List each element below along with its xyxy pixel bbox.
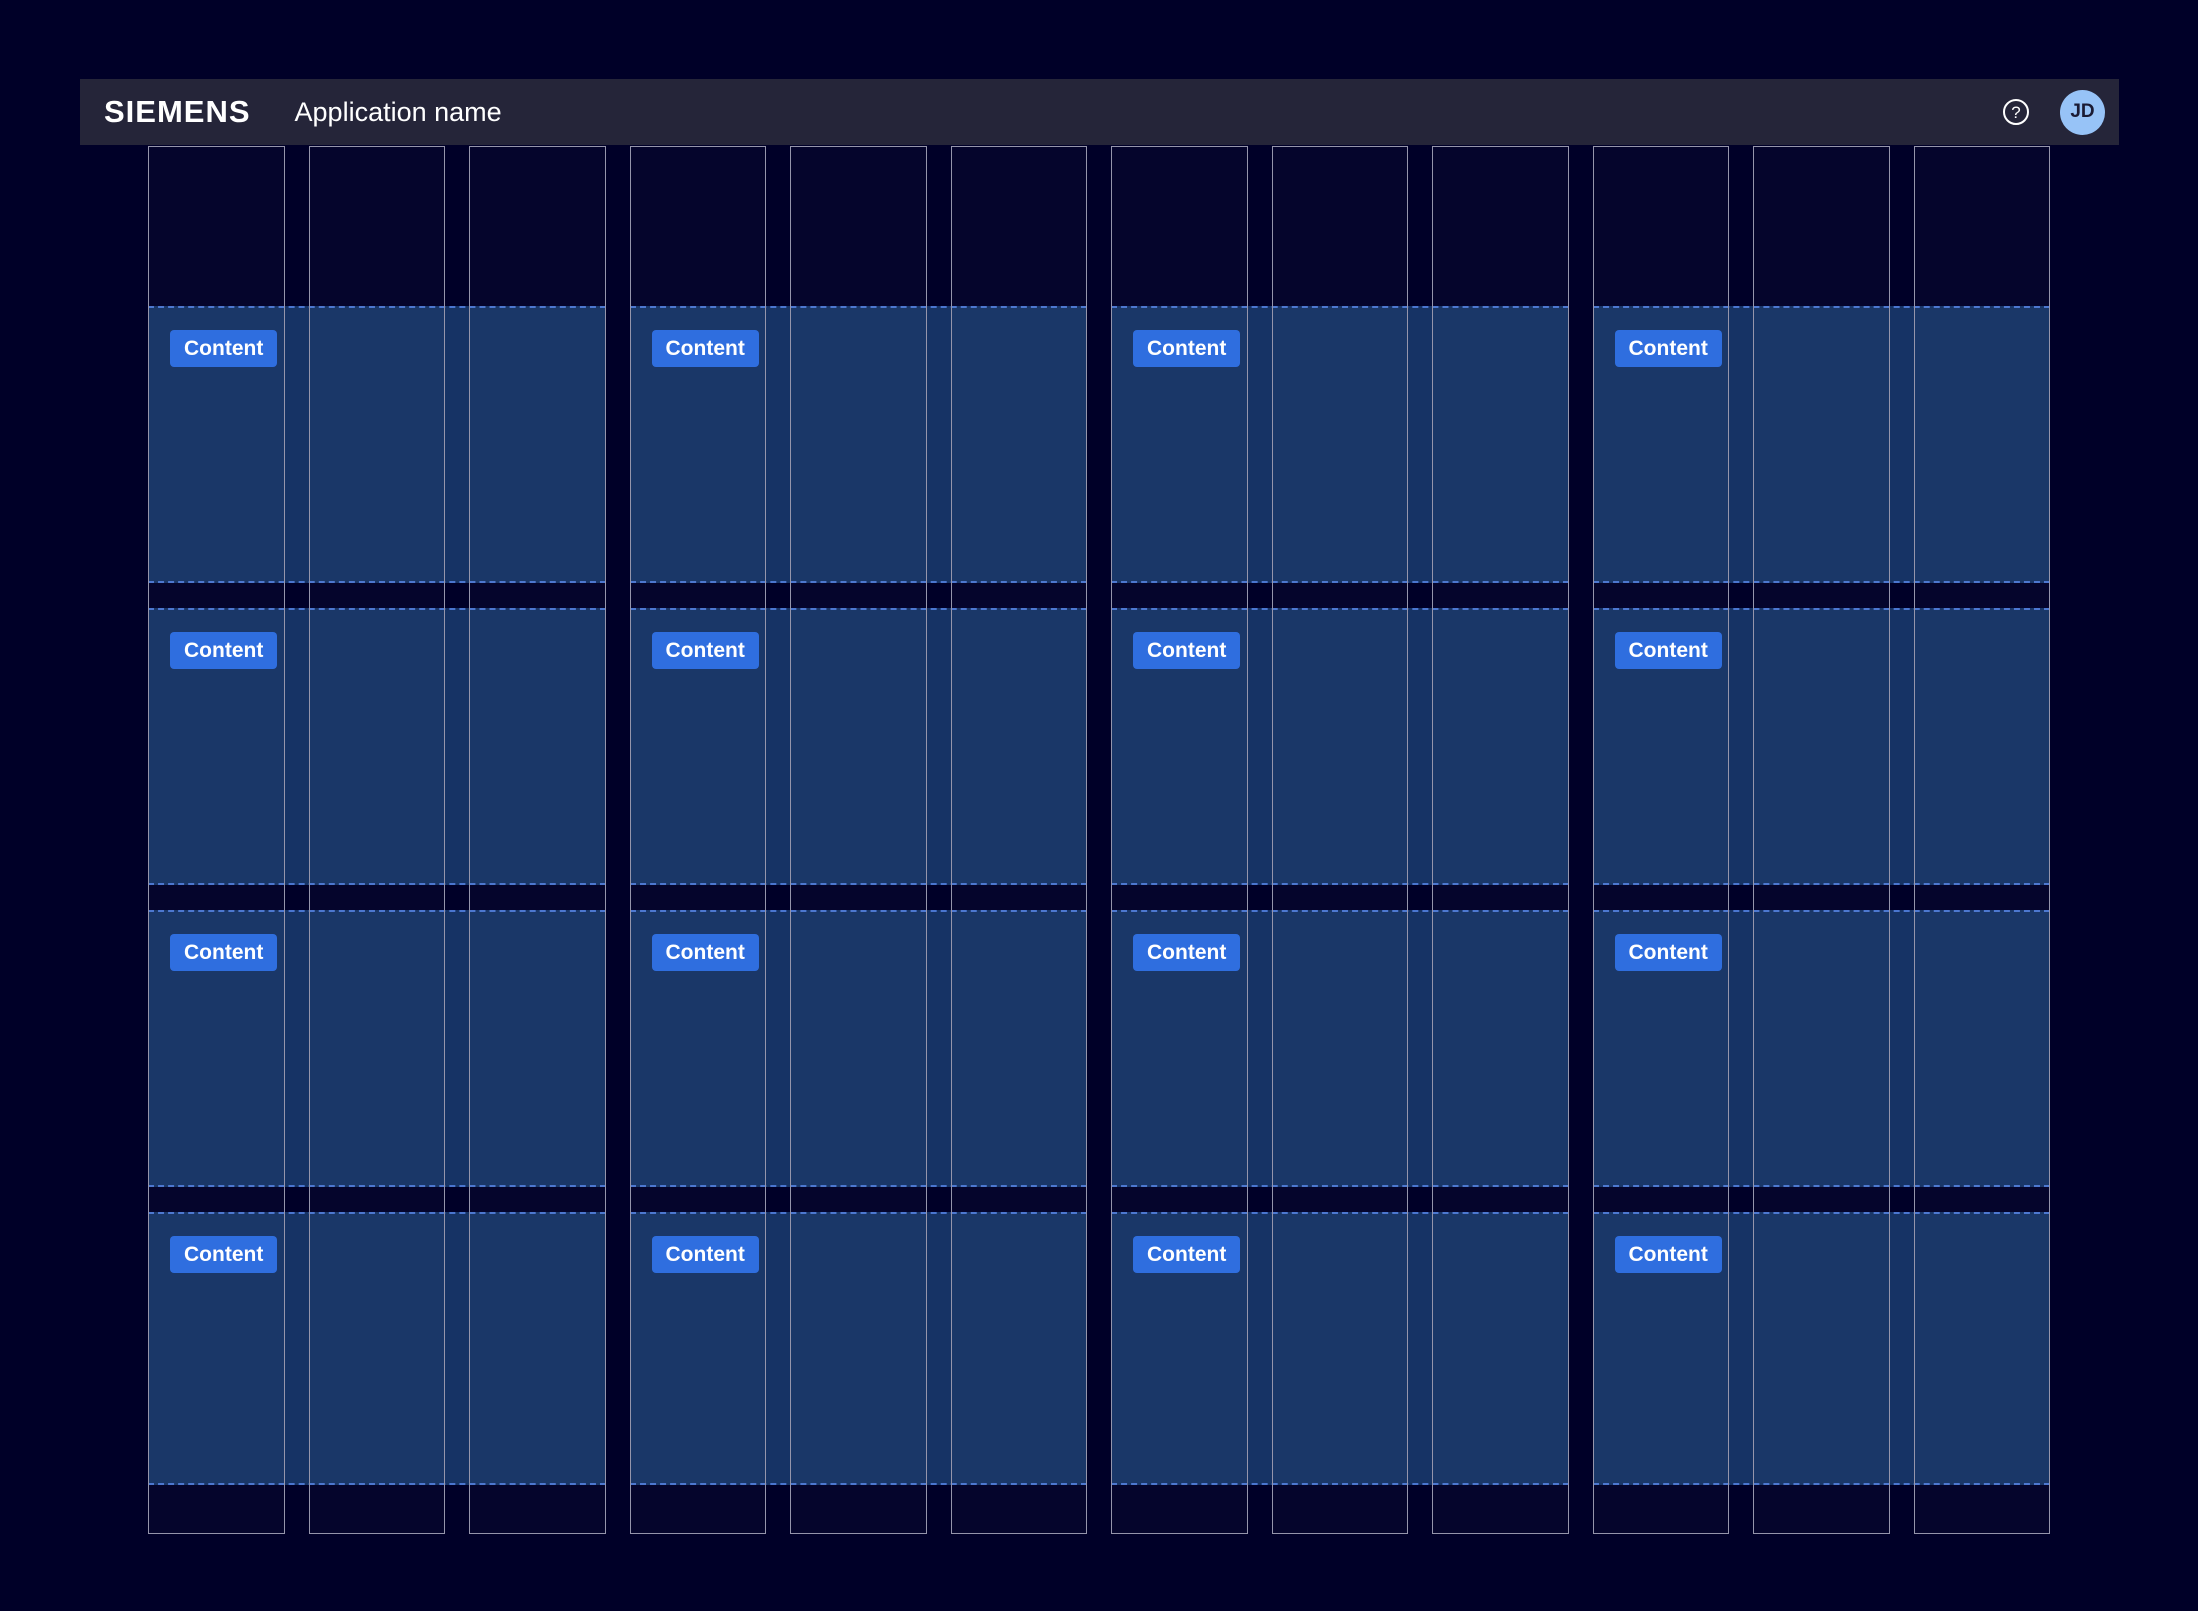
content-block: Content xyxy=(629,608,1087,885)
content-chip[interactable]: Content xyxy=(651,330,759,368)
content-block: Content xyxy=(1592,910,2050,1187)
content-block: Content xyxy=(148,1212,606,1485)
grid-column xyxy=(1432,146,1569,1534)
content-block: Content xyxy=(629,1212,1087,1485)
grid-column xyxy=(148,146,285,1534)
application-name: Application name xyxy=(294,96,502,127)
app-header: SIEMENS Application name ? JD xyxy=(80,79,2119,145)
grid-column xyxy=(1271,146,1408,1534)
content-block: Content xyxy=(1592,608,2050,885)
grid-column xyxy=(1111,146,1248,1534)
grid-column xyxy=(790,146,927,1534)
user-avatar[interactable]: JD xyxy=(2060,89,2105,135)
content-chip[interactable]: Content xyxy=(170,1236,278,1274)
grid-column xyxy=(1592,146,1729,1534)
content-block: Content xyxy=(1111,306,1569,583)
avatar-initials: JD xyxy=(2070,101,2095,122)
content-block: Content xyxy=(1592,1212,2050,1485)
content-chip[interactable]: Content xyxy=(1614,1236,1722,1274)
content-chip[interactable]: Content xyxy=(170,934,278,972)
grid-column xyxy=(308,146,445,1534)
grid-column xyxy=(950,146,1087,1534)
content-block: Content xyxy=(1111,1212,1569,1485)
content-block: Content xyxy=(148,910,606,1187)
help-glyph: ? xyxy=(2011,102,2021,122)
content-chip[interactable]: Content xyxy=(651,1236,759,1274)
content-block: Content xyxy=(1111,910,1569,1187)
content-chip[interactable]: Content xyxy=(170,330,278,368)
content-chip[interactable]: Content xyxy=(1614,330,1722,368)
grid-column xyxy=(1753,146,1890,1534)
content-chip[interactable]: Content xyxy=(1133,934,1241,972)
content-chip[interactable]: Content xyxy=(170,632,278,670)
content-block: Content xyxy=(629,306,1087,583)
content-block: Content xyxy=(629,910,1087,1187)
content-block: Content xyxy=(1592,306,2050,583)
help-icon[interactable]: ? xyxy=(2003,99,2029,125)
grid-column xyxy=(1913,146,2050,1534)
content-chip[interactable]: Content xyxy=(1133,330,1241,368)
content-block: Content xyxy=(1111,608,1569,885)
content-chip[interactable]: Content xyxy=(1614,632,1722,670)
grid-column xyxy=(469,146,606,1534)
grid-column xyxy=(629,146,766,1534)
content-chip[interactable]: Content xyxy=(651,934,759,972)
content-chip[interactable]: Content xyxy=(1133,1236,1241,1274)
siemens-logo: SIEMENS xyxy=(104,94,251,129)
content-chip[interactable]: Content xyxy=(651,632,759,670)
content-block: Content xyxy=(148,608,606,885)
layout-grid: Content Content Content Content Content Conte… xyxy=(148,146,2050,1534)
content-chip[interactable]: Content xyxy=(1614,934,1722,972)
content-block: Content xyxy=(148,306,606,583)
content-chip[interactable]: Content xyxy=(1133,632,1241,670)
